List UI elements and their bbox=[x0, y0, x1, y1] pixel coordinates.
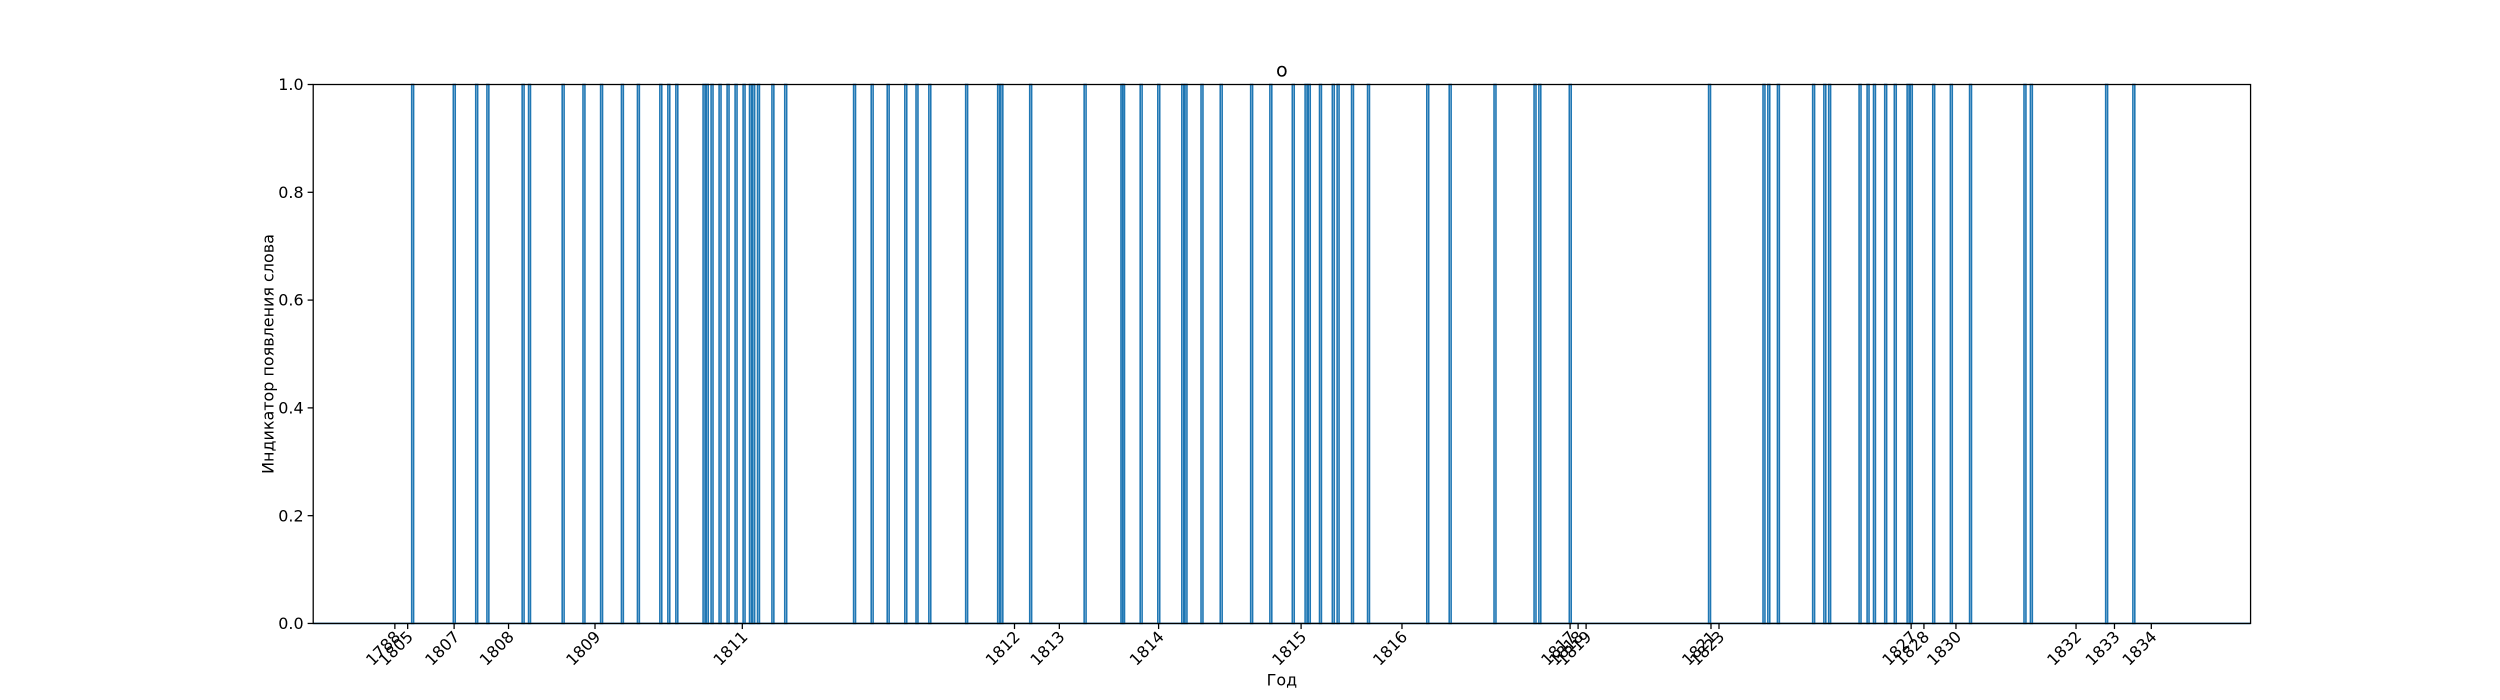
y-tick-label: 0.6 bbox=[278, 291, 303, 310]
y-tick-label: 0.4 bbox=[278, 398, 303, 417]
plot-background bbox=[313, 84, 2251, 624]
x-tick-label: 1813 bbox=[1026, 627, 1068, 669]
x-tick-label: 1823 bbox=[1686, 627, 1728, 669]
x-axis-label: Год bbox=[1267, 671, 1298, 690]
x-tick-label: 1815 bbox=[1268, 627, 1310, 669]
y-tick-label: 1.0 bbox=[278, 75, 303, 94]
plot-frame bbox=[312, 83, 2252, 625]
y-axis: 0.0 0.2 0.4 0.6 0.8 1.0 bbox=[278, 75, 314, 633]
x-tick-label: 1834 bbox=[2118, 627, 2160, 669]
y-tick-label: 0.0 bbox=[278, 614, 303, 633]
x-tick-label: 1808 bbox=[476, 627, 518, 669]
x-tick-label: 1814 bbox=[1126, 627, 1168, 669]
x-tick-label: 1830 bbox=[1923, 627, 1965, 669]
y-tick-label: 0.2 bbox=[278, 506, 303, 525]
x-tick-label: 1807 bbox=[421, 627, 463, 669]
y-tick-label: 0.8 bbox=[278, 183, 303, 202]
x-tick-label: 1832 bbox=[2043, 627, 2085, 669]
chart-title: o bbox=[1276, 59, 1288, 82]
x-tick-label: 1816 bbox=[1369, 627, 1411, 669]
x-tick-label: 1812 bbox=[982, 627, 1024, 669]
y-axis-label: Индикатор появления слова bbox=[258, 234, 277, 474]
x-tick-label: 1809 bbox=[562, 627, 604, 669]
x-tick-label: 1811 bbox=[709, 627, 751, 669]
x-tick-label: 1828 bbox=[1891, 627, 1933, 669]
x-tick-label: 1833 bbox=[2082, 627, 2124, 669]
x-tick-label: 1805 bbox=[375, 627, 417, 669]
